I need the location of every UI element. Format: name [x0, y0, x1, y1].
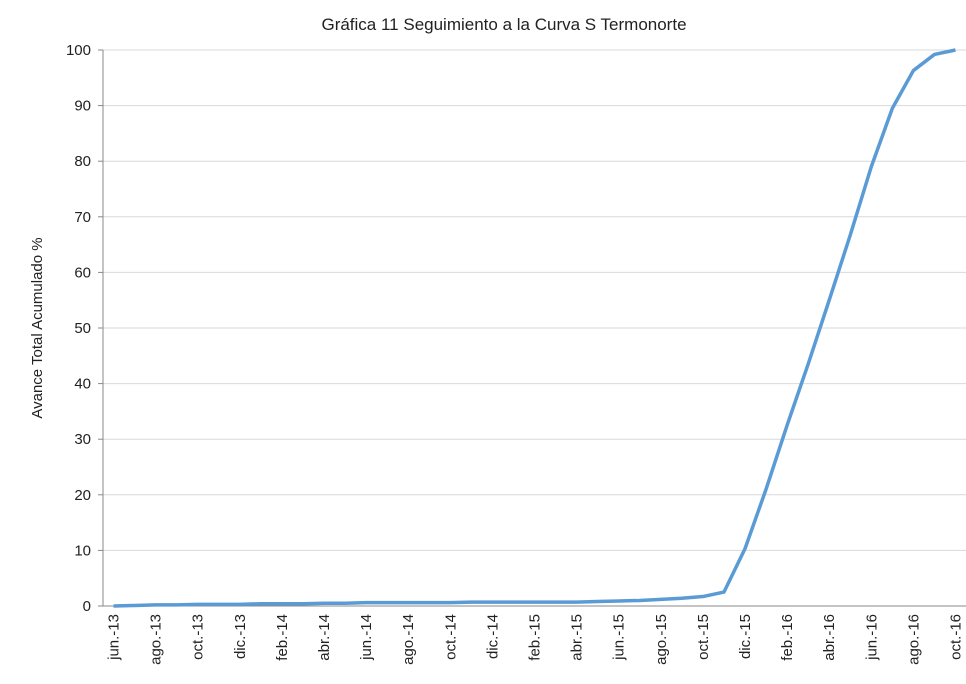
x-tick-label: jun.-16: [863, 614, 880, 661]
x-tick-label: feb.-16: [779, 614, 796, 661]
x-tick-label: oct.-15: [695, 614, 712, 660]
x-tick-label: oct.-14: [442, 614, 459, 660]
x-tick-label: oct.-16: [947, 614, 964, 660]
y-tick-label: 0: [83, 598, 91, 615]
x-tick-label: dic.-14: [484, 614, 501, 659]
y-tick-label: 70: [74, 209, 91, 226]
x-tick-label: feb.-14: [274, 614, 291, 661]
x-tick-label: jun.-13: [106, 614, 123, 661]
x-tick-label: dic.-15: [737, 614, 754, 659]
x-tick-label: ago.-16: [905, 614, 922, 665]
y-tick-label: 10: [74, 542, 91, 559]
x-tick-label: ago.-13: [148, 614, 165, 665]
y-tick-label: 80: [74, 153, 91, 170]
x-tick-label: ago.-15: [653, 614, 670, 665]
x-tick-label: jun.-15: [611, 614, 628, 661]
x-tick-label: dic.-13: [232, 614, 249, 659]
x-tick-label: abr.-16: [821, 614, 838, 661]
x-tick-label: feb.-15: [527, 614, 544, 661]
x-tick-label: jun.-14: [358, 614, 375, 661]
x-tick-label: ago.-14: [400, 614, 417, 665]
x-tick-label: abr.-14: [316, 614, 333, 661]
y-tick-label: 40: [74, 376, 91, 393]
y-tick-label: 100: [66, 42, 91, 59]
y-tick-label: 50: [74, 320, 91, 337]
x-tick-label: abr.-15: [569, 614, 586, 661]
y-axis-label: Avance Total Acumulado %: [29, 237, 46, 418]
x-tick-label: oct.-13: [190, 614, 207, 660]
data-line: [113, 48, 956, 608]
y-tick-label: 60: [74, 264, 91, 281]
y-tick-label: 90: [74, 98, 91, 115]
y-tick-label: 20: [74, 487, 91, 504]
y-tick-label: 30: [74, 431, 91, 448]
chart-title: Gráfica 11 Seguimiento a la Curva S Term…: [321, 15, 686, 34]
